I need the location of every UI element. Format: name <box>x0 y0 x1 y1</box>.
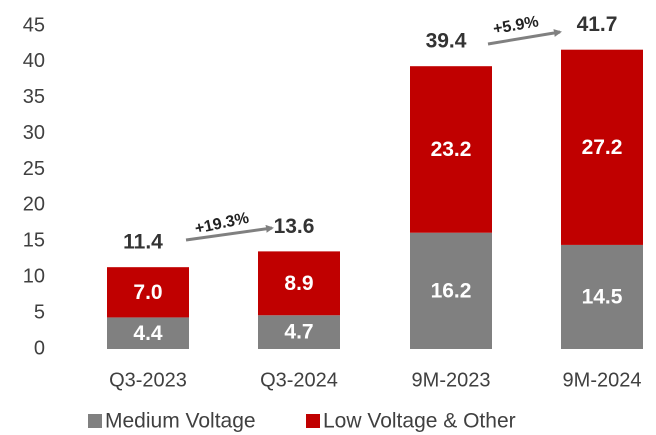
annotation: +5.9% <box>492 13 540 38</box>
y-tick-label: 30 <box>23 122 45 144</box>
y-tick-label: 20 <box>23 194 45 216</box>
bar-segment <box>258 315 340 349</box>
bar-segment <box>410 232 492 349</box>
x-tick-label: 9M-2023 <box>412 369 491 391</box>
legend-swatch <box>306 414 320 428</box>
y-tick-label: 5 <box>34 301 45 323</box>
y-tick-label: 15 <box>23 230 45 252</box>
y-tick-label: 40 <box>23 50 45 72</box>
data-label: 8.9 <box>284 272 313 295</box>
bar-segment <box>107 267 189 318</box>
growth-arrow <box>185 224 274 242</box>
total-label: 41.7 <box>577 13 618 36</box>
growth-arrow <box>487 29 562 46</box>
y-tick-label: 10 <box>23 266 45 288</box>
bar-segment <box>410 66 492 233</box>
total-label: 39.4 <box>426 30 467 53</box>
y-tick-label: 35 <box>23 86 45 108</box>
data-label: 14.5 <box>582 286 623 309</box>
y-tick-label: 0 <box>34 337 45 359</box>
bar-segment <box>107 317 189 349</box>
legend-label: Low Voltage & Other <box>323 410 516 433</box>
data-label: 23.2 <box>431 138 472 161</box>
y-tick-label: 45 <box>23 14 45 36</box>
legend-label: Medium Voltage <box>105 410 256 433</box>
data-label: 4.7 <box>284 321 313 344</box>
bar-segment <box>561 49 643 245</box>
bar-segment <box>561 244 643 349</box>
x-tick-label: Q3-2024 <box>260 369 338 391</box>
x-tick-label: 9M-2024 <box>563 369 642 391</box>
data-label: 16.2 <box>431 279 472 302</box>
x-tick-label: Q3-2023 <box>109 369 187 391</box>
y-tick-label: 25 <box>23 158 45 180</box>
total-label: 11.4 <box>123 231 163 254</box>
bar-segment <box>258 251 340 316</box>
data-label: 27.2 <box>582 136 623 159</box>
total-label: 13.6 <box>274 215 315 238</box>
data-label: 7.0 <box>133 281 162 304</box>
legend-swatch <box>88 414 102 428</box>
data-label: 4.4 <box>133 322 163 345</box>
